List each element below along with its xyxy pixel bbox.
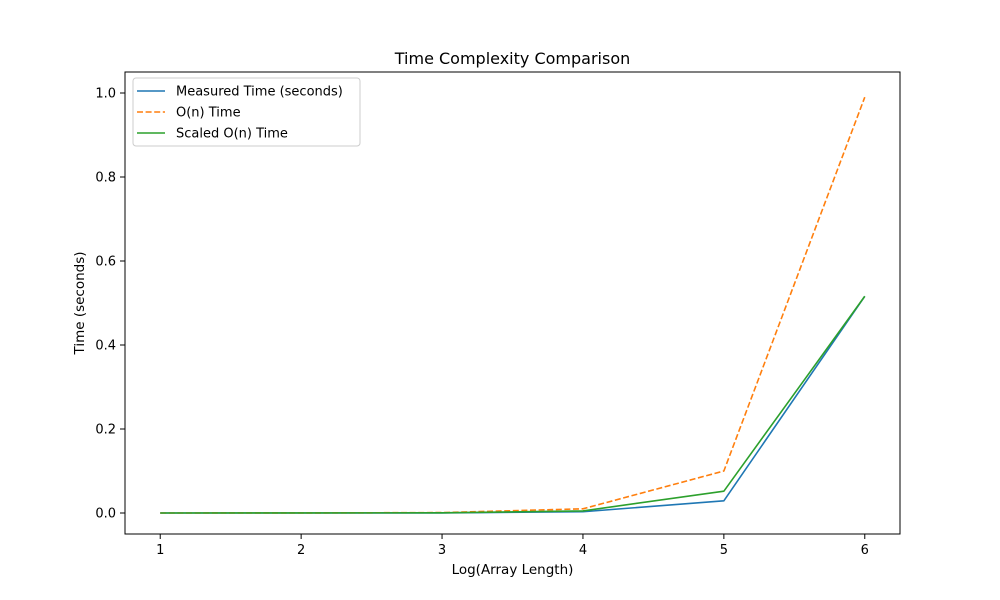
y-tick-label: 0.2 — [95, 423, 116, 438]
y-tick-label: 1.0 — [95, 87, 116, 102]
x-tick-label: 4 — [579, 543, 587, 558]
x-tick-label: 2 — [297, 543, 305, 558]
axes-layer: 1 2 3 4 5 6 0.0 0.2 0.4 0.6 0.8 1.0 — [95, 87, 869, 559]
y-tick-label: 0.8 — [95, 171, 116, 186]
y-axis-label: Time (seconds) — [72, 251, 88, 355]
legend-label-1: Measured Time (seconds) — [176, 85, 343, 100]
legend: Measured Time (seconds) O(n) Time Scaled O… — [132, 77, 361, 147]
series-line-3 — [160, 295, 866, 514]
y-tick-label: 0.6 — [95, 255, 116, 270]
x-tick-label: 6 — [861, 543, 869, 558]
series-layer — [160, 96, 866, 514]
plot-area — [124, 71, 901, 535]
legend-label-3: Scaled O(n) Time — [176, 127, 288, 142]
x-tick-label: 1 — [156, 543, 164, 558]
x-tick-label: 3 — [438, 543, 446, 558]
y-tick-label: 0.0 — [95, 507, 116, 522]
plot-frame — [124, 71, 901, 535]
x-axis-label: Log(Array Length) — [452, 562, 574, 578]
chart-title: Time Complexity Comparison — [394, 49, 631, 68]
x-tick-label: 5 — [720, 543, 728, 558]
legend-box — [132, 77, 361, 147]
legend-label-2: O(n) Time — [176, 106, 241, 121]
y-tick-label: 0.4 — [95, 339, 116, 354]
